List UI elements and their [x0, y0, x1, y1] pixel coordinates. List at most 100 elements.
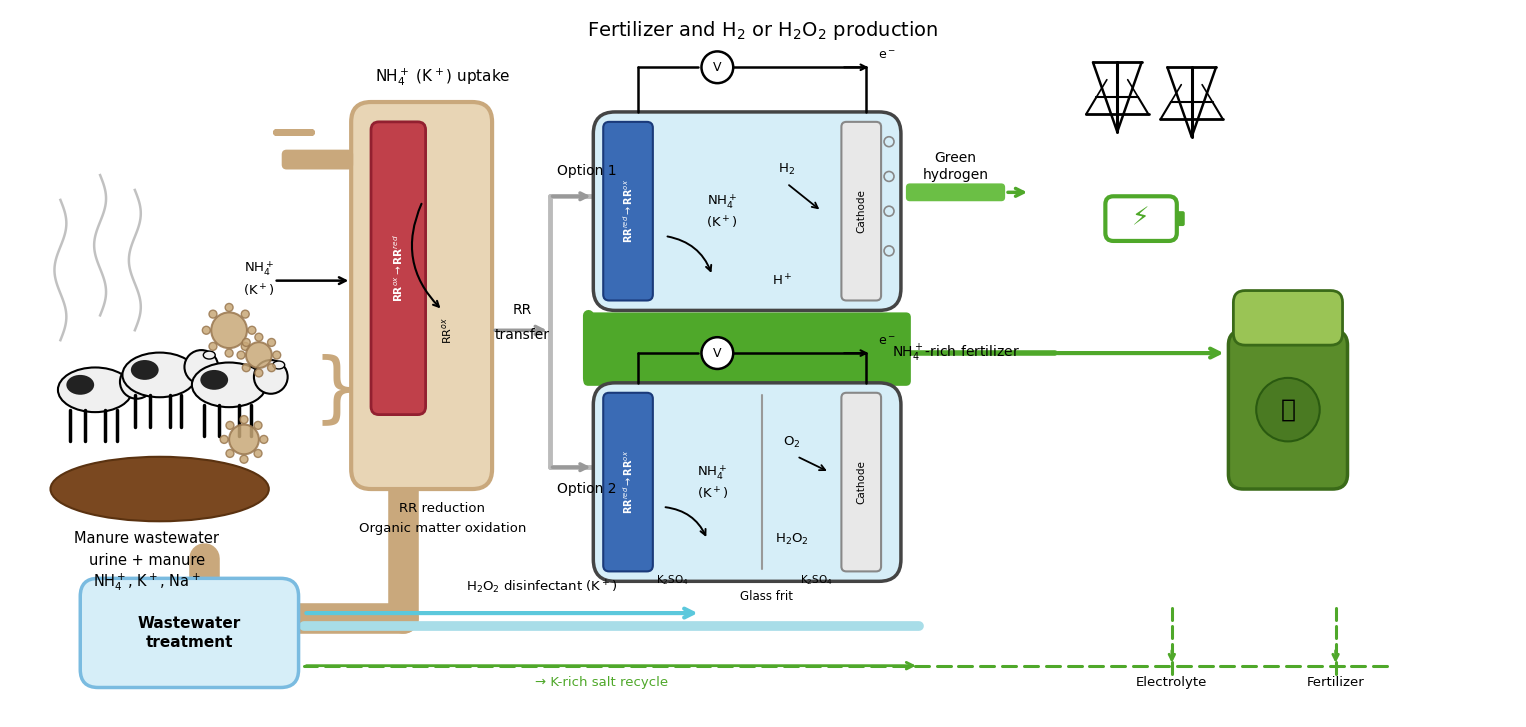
Text: Option 2: Option 2 — [557, 482, 617, 496]
Circle shape — [243, 364, 250, 371]
Text: Cathode: Cathode — [856, 189, 867, 233]
Circle shape — [253, 422, 262, 430]
Ellipse shape — [58, 367, 133, 412]
Circle shape — [259, 435, 269, 443]
Text: (K$^+$): (K$^+$) — [696, 486, 728, 502]
Text: Manure wastewater: Manure wastewater — [75, 531, 220, 546]
Ellipse shape — [200, 370, 227, 390]
Text: K$_2$SO$_4$: K$_2$SO$_4$ — [656, 574, 690, 587]
FancyBboxPatch shape — [1233, 291, 1343, 345]
FancyBboxPatch shape — [1177, 211, 1184, 226]
Circle shape — [237, 351, 246, 359]
Ellipse shape — [122, 353, 197, 397]
Circle shape — [702, 52, 732, 83]
Circle shape — [247, 326, 256, 334]
Text: }: } — [311, 353, 360, 427]
Text: RR$^{red}$$\rightarrow$RR$^{ox}$: RR$^{red}$$\rightarrow$RR$^{ox}$ — [621, 450, 635, 514]
Ellipse shape — [273, 361, 285, 369]
FancyBboxPatch shape — [603, 393, 653, 571]
Text: Wastewater
treatment: Wastewater treatment — [137, 616, 241, 651]
FancyBboxPatch shape — [594, 383, 900, 582]
Circle shape — [226, 349, 233, 357]
Text: urine + manure: urine + manure — [89, 553, 204, 568]
Circle shape — [253, 449, 262, 457]
Text: Option 1: Option 1 — [557, 164, 617, 179]
Text: RR$^{ox}$$\rightarrow$RR$^{red}$: RR$^{ox}$$\rightarrow$RR$^{red}$ — [391, 234, 406, 302]
FancyBboxPatch shape — [371, 122, 426, 414]
Circle shape — [240, 455, 247, 463]
FancyBboxPatch shape — [603, 122, 653, 300]
Circle shape — [267, 364, 276, 371]
Text: Electrolyte: Electrolyte — [1137, 676, 1207, 689]
Circle shape — [226, 303, 233, 311]
Circle shape — [209, 310, 217, 318]
Circle shape — [702, 337, 732, 369]
FancyBboxPatch shape — [583, 313, 911, 386]
Text: Organic matter oxidation: Organic matter oxidation — [359, 522, 526, 535]
Circle shape — [273, 351, 281, 359]
Text: transfer: transfer — [494, 328, 549, 342]
Text: O$_2$: O$_2$ — [783, 435, 801, 450]
Ellipse shape — [131, 360, 159, 380]
Circle shape — [267, 339, 276, 346]
Text: V: V — [713, 347, 722, 360]
Text: e$^-$: e$^-$ — [877, 49, 896, 63]
Text: Glass frit: Glass frit — [740, 590, 794, 603]
Text: Fertilizer: Fertilizer — [1306, 676, 1364, 689]
Circle shape — [220, 435, 227, 443]
Circle shape — [203, 326, 211, 334]
FancyBboxPatch shape — [81, 579, 299, 688]
Text: e$^-$: e$^-$ — [877, 335, 896, 348]
FancyBboxPatch shape — [282, 150, 353, 169]
Text: RR reduction: RR reduction — [400, 502, 485, 515]
Ellipse shape — [66, 375, 95, 395]
Circle shape — [246, 342, 272, 368]
Circle shape — [229, 425, 259, 454]
Text: NH$_4^+$, K$^+$, Na$^+$: NH$_4^+$, K$^+$, Na$^+$ — [93, 571, 200, 593]
Text: Fertilizer and H$_2$ or H$_2$O$_2$ production: Fertilizer and H$_2$ or H$_2$O$_2$ produ… — [588, 19, 938, 42]
Text: K$_2$SO$_4$: K$_2$SO$_4$ — [800, 574, 833, 587]
Circle shape — [253, 360, 288, 394]
Text: RR$^{ox}$: RR$^{ox}$ — [441, 317, 455, 344]
Text: 🌿: 🌿 — [1280, 398, 1296, 422]
FancyBboxPatch shape — [906, 183, 1006, 201]
Text: V: V — [713, 61, 722, 73]
Circle shape — [240, 416, 247, 424]
FancyBboxPatch shape — [594, 112, 900, 310]
Text: Green
hydrogen: Green hydrogen — [923, 151, 989, 182]
Text: (K$^+$): (K$^+$) — [707, 215, 739, 231]
Text: → K-rich salt recycle: → K-rich salt recycle — [534, 676, 668, 689]
Circle shape — [241, 310, 249, 318]
FancyBboxPatch shape — [351, 102, 491, 489]
Ellipse shape — [50, 457, 269, 521]
Text: NH$_4^+$ (K$^+$) uptake: NH$_4^+$ (K$^+$) uptake — [375, 66, 510, 88]
Text: ⚡: ⚡ — [1132, 206, 1149, 230]
Text: NH$_4^+$: NH$_4^+$ — [244, 260, 275, 278]
Circle shape — [1256, 378, 1320, 441]
Circle shape — [255, 333, 262, 341]
Circle shape — [243, 339, 250, 346]
FancyBboxPatch shape — [841, 393, 881, 571]
FancyBboxPatch shape — [1105, 196, 1177, 241]
Text: NH$_4^+$-rich fertilizer: NH$_4^+$-rich fertilizer — [891, 342, 1019, 364]
Text: RR: RR — [513, 303, 531, 318]
FancyBboxPatch shape — [841, 122, 881, 300]
Ellipse shape — [139, 366, 151, 374]
Ellipse shape — [203, 351, 215, 359]
Circle shape — [209, 342, 217, 350]
Circle shape — [241, 342, 249, 350]
Text: RR$^{red}$$\rightarrow$RR$^{ox}$: RR$^{red}$$\rightarrow$RR$^{ox}$ — [621, 179, 635, 244]
Circle shape — [226, 449, 233, 457]
Circle shape — [255, 369, 262, 377]
Circle shape — [121, 365, 154, 398]
Circle shape — [211, 313, 247, 348]
FancyBboxPatch shape — [1228, 330, 1347, 489]
Ellipse shape — [192, 363, 267, 407]
Text: NH$_4^+$: NH$_4^+$ — [707, 192, 737, 211]
Text: (K$^+$): (K$^+$) — [243, 282, 275, 299]
Circle shape — [226, 422, 233, 430]
Text: Cathode: Cathode — [856, 460, 867, 504]
Text: H$_2$O$_2$: H$_2$O$_2$ — [775, 532, 809, 547]
Text: H$_2$: H$_2$ — [778, 162, 795, 177]
Circle shape — [185, 350, 218, 384]
